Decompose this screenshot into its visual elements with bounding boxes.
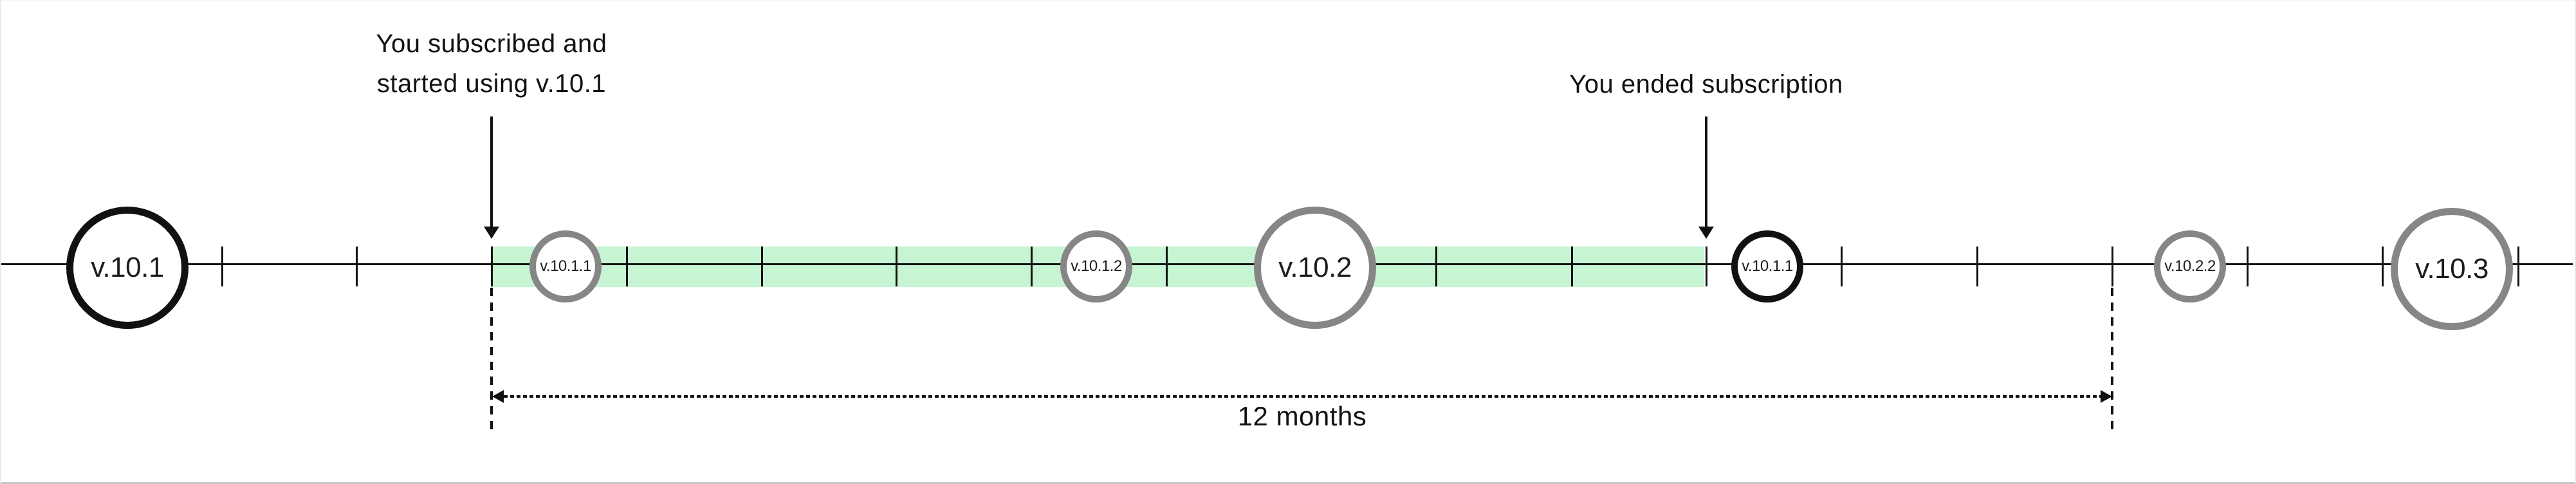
- month-tick: [2247, 247, 2249, 286]
- subscribe-annotation-line-2: started using v.10.1: [376, 70, 607, 98]
- month-tick: [626, 247, 628, 286]
- version-label: v.10.2: [1278, 252, 1352, 283]
- subscribe-arrow-shaft: [490, 116, 493, 227]
- version-label: v.10.1.2: [1071, 257, 1122, 275]
- subscribe-arrow-head-icon: [484, 227, 499, 239]
- end-arrow-head-icon: [1698, 227, 1714, 239]
- month-tick: [1976, 247, 1978, 286]
- end-subscription-annotation-line: You ended subscription: [1569, 70, 1843, 98]
- version-circle-v-10-2-2: v.10.2.2: [2154, 230, 2226, 302]
- month-tick: [1166, 247, 1168, 286]
- duration-start-dashed-line: [490, 288, 493, 431]
- subscribe-annotation-line-1: You subscribed and: [376, 30, 607, 58]
- duration-label: 12 months: [1237, 401, 1367, 431]
- duration-end-dashed-line: [2111, 288, 2113, 431]
- month-tick: [1031, 247, 1033, 286]
- version-label: v.10.1.1: [540, 257, 591, 275]
- end-subscription-annotation: You ended subscription: [1513, 64, 1899, 104]
- version-circle-v-10-2: v.10.2: [1254, 207, 1376, 329]
- duration-measure-line: [504, 395, 2101, 398]
- month-tick: [1435, 247, 1437, 286]
- month-tick: [2517, 247, 2519, 286]
- month-tick: [1706, 247, 1707, 286]
- month-tick: [491, 247, 493, 286]
- version-label: v.10.1.1: [1742, 257, 1793, 275]
- version-label: v.10.2.2: [2164, 257, 2216, 275]
- version-circle-v-10-1-1: v.10.1.1: [1731, 230, 1803, 302]
- month-tick: [896, 247, 897, 286]
- version-circle-v-10-1-2: v.10.1.2: [1060, 230, 1132, 302]
- end-arrow-shaft: [1705, 116, 1707, 227]
- version-circle-v-10-3: v.10.3: [2391, 208, 2513, 330]
- duration-arrow-left-icon: [492, 390, 504, 403]
- month-tick: [2111, 247, 2113, 286]
- version-label: v.10.3: [2415, 253, 2489, 284]
- subscribe-annotation: You subscribed and started using v.10.1: [299, 24, 685, 104]
- month-tick: [2382, 247, 2384, 286]
- duration-arrow-right-icon: [2101, 390, 2112, 403]
- month-tick: [1571, 247, 1573, 286]
- version-label: v.10.1: [91, 252, 164, 283]
- month-tick: [356, 247, 358, 286]
- month-tick: [1841, 247, 1843, 286]
- month-tick: [221, 247, 223, 286]
- version-circle-v-10-1: v.10.1: [66, 207, 189, 329]
- month-tick: [761, 247, 763, 286]
- version-circle-v-10-1-1: v.10.1.1: [529, 230, 602, 302]
